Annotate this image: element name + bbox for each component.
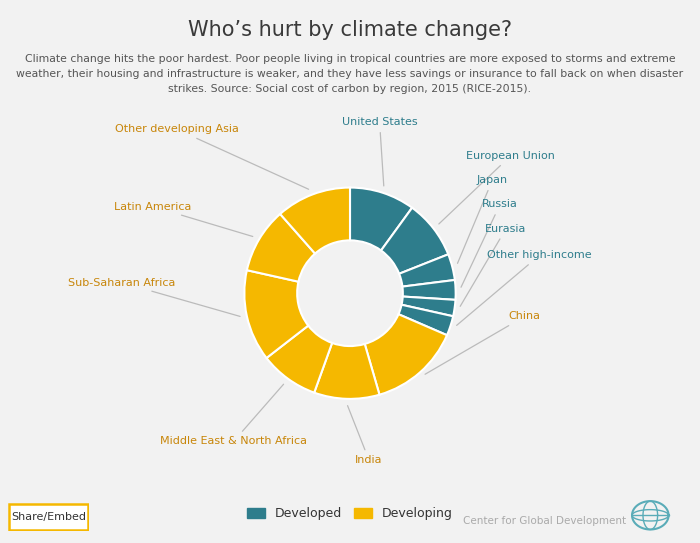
- Text: Who’s hurt by climate change?: Who’s hurt by climate change?: [188, 20, 512, 40]
- Text: Middle East & North Africa: Middle East & North Africa: [160, 384, 307, 446]
- Wedge shape: [267, 326, 332, 393]
- Wedge shape: [402, 280, 456, 300]
- Legend: Developed, Developing: Developed, Developing: [247, 508, 453, 520]
- Wedge shape: [398, 305, 453, 335]
- Text: Other high-income: Other high-income: [456, 250, 592, 325]
- Wedge shape: [244, 270, 308, 358]
- FancyBboxPatch shape: [9, 504, 88, 530]
- Wedge shape: [350, 187, 412, 250]
- Wedge shape: [280, 187, 350, 254]
- Wedge shape: [365, 314, 447, 395]
- Text: European Union: European Union: [439, 151, 555, 224]
- Text: Other developing Asia: Other developing Asia: [116, 124, 309, 190]
- Wedge shape: [399, 254, 455, 287]
- Text: Share/Embed: Share/Embed: [11, 512, 86, 522]
- Wedge shape: [314, 343, 379, 399]
- Text: Japan: Japan: [458, 175, 508, 263]
- Text: China: China: [425, 312, 540, 374]
- Text: Climate change hits the poor hardest. Poor people living in tropical countries a: Climate change hits the poor hardest. Po…: [16, 54, 684, 94]
- Wedge shape: [402, 296, 456, 316]
- Wedge shape: [247, 214, 315, 282]
- Text: Eurasia: Eurasia: [460, 224, 526, 306]
- Text: Latin America: Latin America: [114, 201, 253, 237]
- Wedge shape: [381, 208, 448, 274]
- Text: Russia: Russia: [461, 199, 518, 287]
- Text: Sub-Saharan Africa: Sub-Saharan Africa: [69, 277, 240, 317]
- Text: India: India: [348, 406, 383, 465]
- Text: Center for Global Development: Center for Global Development: [463, 516, 626, 526]
- Text: United States: United States: [342, 117, 417, 186]
